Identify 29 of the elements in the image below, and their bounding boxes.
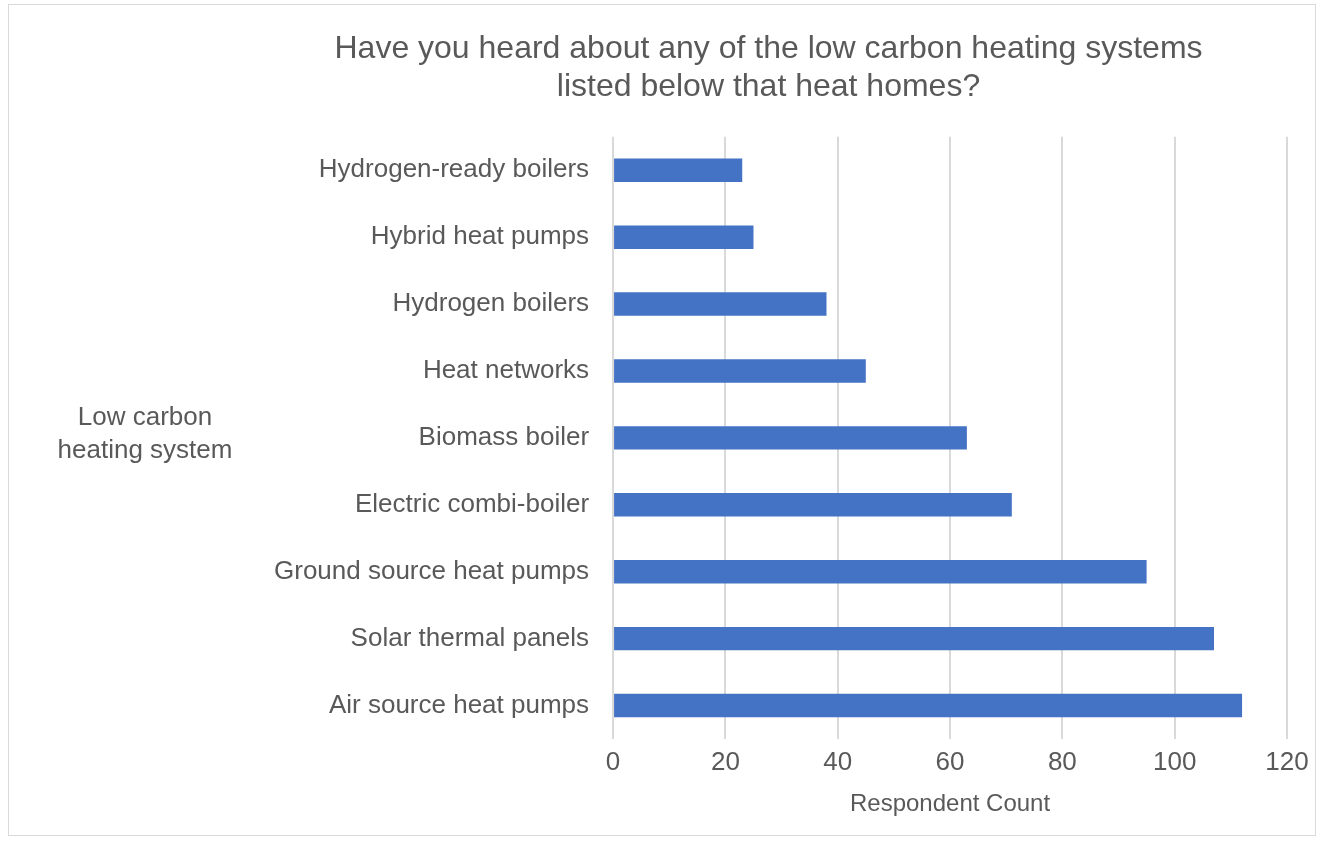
- bar: [614, 626, 1214, 651]
- bar: [614, 693, 1243, 718]
- x-tick-label: 100: [1152, 745, 1197, 776]
- y-axis-title: Low carbon heating system: [56, 400, 234, 466]
- y-tick-label: Biomass boiler: [418, 421, 590, 452]
- bar: [614, 359, 866, 383]
- x-tick-label: 80: [1047, 745, 1077, 776]
- x-tick-label: 40: [823, 745, 853, 776]
- x-axis-title: Respondent Count: [849, 789, 1051, 817]
- x-tick-label: 20: [710, 745, 740, 776]
- bar: [614, 426, 967, 450]
- bar: [614, 493, 1012, 517]
- y-tick-label: Solar thermal panels: [350, 621, 590, 652]
- bar: [614, 225, 754, 249]
- y-tick-label: Electric combi-boiler: [354, 487, 590, 518]
- x-tick-label: 120: [1265, 745, 1309, 776]
- bar: [614, 560, 1147, 584]
- y-tick-label: Hydrogen-ready boilers: [318, 153, 590, 184]
- y-tick-label: Air source heat pumps: [328, 688, 590, 719]
- y-tick-label: Heat networks: [422, 354, 590, 385]
- y-tick-label: Ground source heat pumps: [273, 554, 590, 585]
- x-tick-label: 0: [605, 745, 621, 776]
- text: listed below that heat homes?: [556, 67, 981, 104]
- x-tick-label: 60: [935, 745, 965, 776]
- y-tick-label: Hybrid heat pumps: [370, 220, 590, 251]
- bar: [614, 158, 743, 182]
- y-tick-label: Hydrogen boilers: [392, 287, 590, 318]
- text: Have you heard about any of the low carbon heating systems: [334, 29, 1203, 66]
- bar: [614, 292, 827, 316]
